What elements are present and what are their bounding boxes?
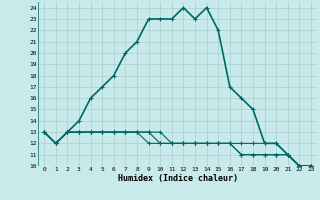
X-axis label: Humidex (Indice chaleur): Humidex (Indice chaleur) [118,174,238,183]
